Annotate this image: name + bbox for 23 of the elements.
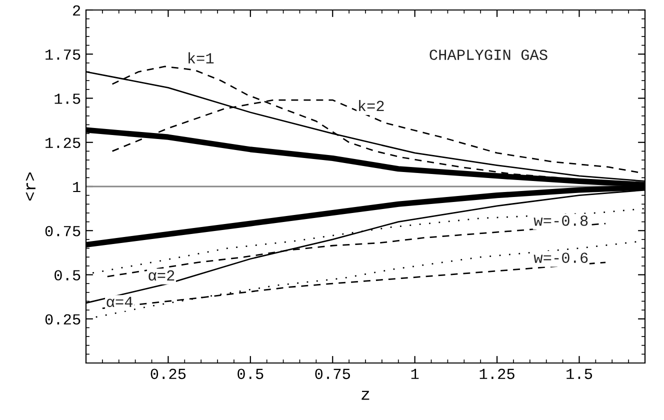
y-tick-label: 1.5 [54,94,80,104]
y-tick-label: 1.75 [46,50,80,60]
y-tick-label: 0.25 [45,314,80,325]
x-axis-title: z [362,390,370,400]
annotation: k=1 [188,52,214,64]
annotation: w=-0.8 [534,216,588,226]
x-tick-label: 0.75 [315,368,350,380]
y-tick-label: 0.5 [54,270,80,280]
y-axis-title: <r> [26,172,36,201]
annotation: w=-0.6 [534,252,588,263]
x-tick-label: 1.5 [566,368,592,380]
x-tick-label: 0.25 [150,368,186,380]
x-tick-label: 1 [411,368,419,379]
annotation: k=2 [359,100,384,112]
x-tick-label: 1.25 [480,368,514,380]
y-tick-label: 1 [73,182,80,192]
y-tick-label: 2 [73,5,80,16]
y-tick-label: 0.75 [45,226,80,236]
annotation: α=4 [106,296,133,308]
annotation: α=2 [148,270,174,281]
x-tick-label: 0.5 [238,368,264,380]
y-tick-label: 1.25 [46,138,80,148]
annotation: CHAPLYGIN GAS [430,50,548,60]
